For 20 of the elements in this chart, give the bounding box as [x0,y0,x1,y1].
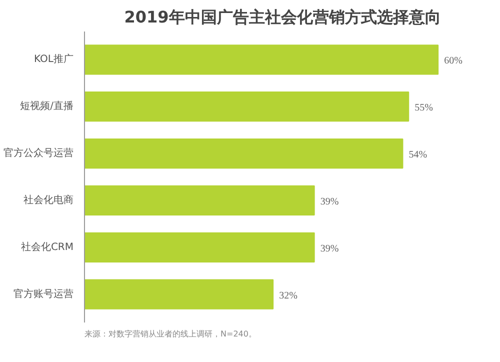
bar [84,44,439,75]
y-tick-label: 官方公众号运营 [4,147,74,160]
data-label: 32% [279,290,298,302]
y-tick-label: 社会化电商 [24,194,74,206]
bar [84,138,404,169]
y-tick-label: 官方账号运营 [14,288,74,300]
y-tick-label: KOL推广 [34,53,74,66]
bar [84,279,274,310]
y-tick-label: 社会化CRM [20,240,74,253]
data-label: 39% [320,196,339,208]
data-label: 60% [444,56,462,67]
bar [84,92,410,122]
data-label: 55% [414,102,433,114]
data-label: 54% [408,150,428,161]
bar [84,232,315,262]
bar [84,185,315,216]
chart-title: 2019年中国广告主社会化营销方式选择意向 [124,8,441,26]
source-note: 来源：对数字营销从业者的线上调研，N=240。 [84,330,256,338]
y-tick-label: 短视频/直播 [20,100,74,112]
data-label: 39% [320,243,339,254]
